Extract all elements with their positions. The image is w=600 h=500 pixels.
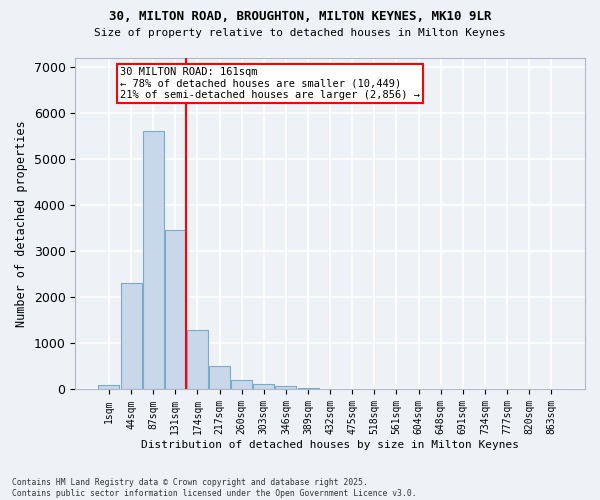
Text: Contains HM Land Registry data © Crown copyright and database right 2025.
Contai: Contains HM Land Registry data © Crown c… bbox=[12, 478, 416, 498]
Bar bbox=[187, 330, 208, 390]
Text: 30 MILTON ROAD: 161sqm
← 78% of detached houses are smaller (10,449)
21% of semi: 30 MILTON ROAD: 161sqm ← 78% of detached… bbox=[120, 66, 420, 100]
Bar bbox=[121, 284, 142, 390]
Text: Size of property relative to detached houses in Milton Keynes: Size of property relative to detached ho… bbox=[94, 28, 506, 38]
Bar bbox=[298, 388, 319, 390]
Bar bbox=[98, 385, 119, 390]
Bar bbox=[275, 386, 296, 390]
Bar bbox=[165, 230, 186, 390]
Bar bbox=[209, 366, 230, 390]
Bar bbox=[143, 132, 164, 390]
Y-axis label: Number of detached properties: Number of detached properties bbox=[15, 120, 28, 327]
Bar bbox=[231, 380, 252, 390]
Bar bbox=[253, 384, 274, 390]
X-axis label: Distribution of detached houses by size in Milton Keynes: Distribution of detached houses by size … bbox=[141, 440, 519, 450]
Text: 30, MILTON ROAD, BROUGHTON, MILTON KEYNES, MK10 9LR: 30, MILTON ROAD, BROUGHTON, MILTON KEYNE… bbox=[109, 10, 491, 23]
